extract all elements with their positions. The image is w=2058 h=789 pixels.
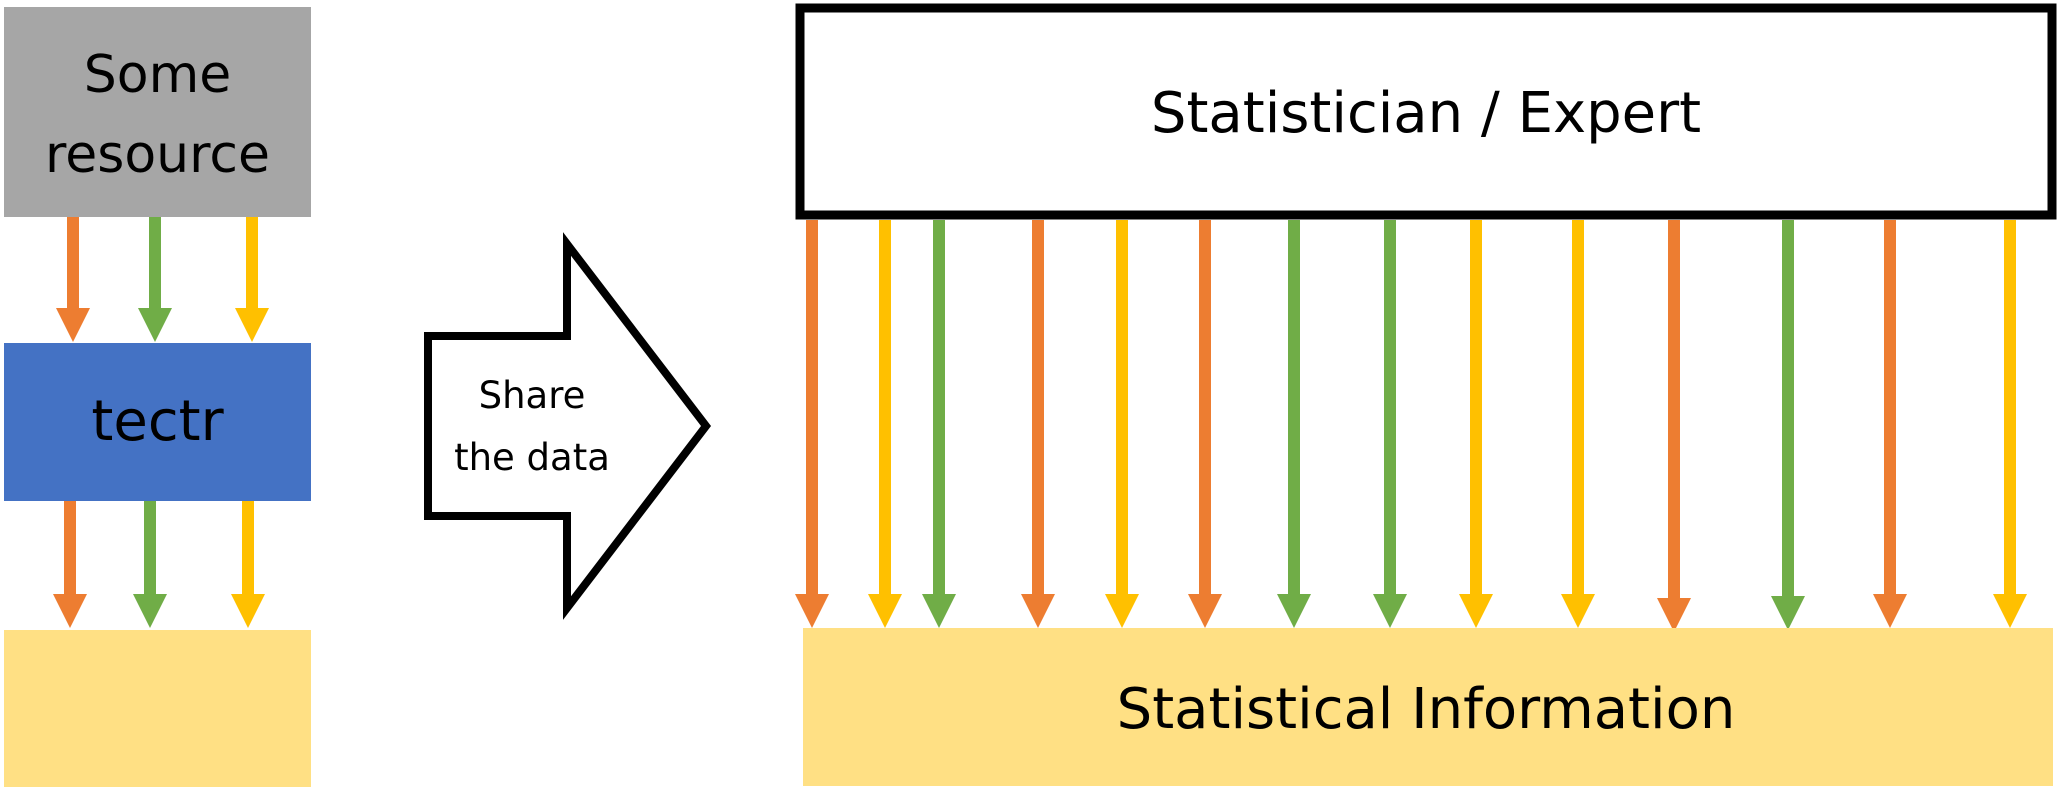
- expert-to-info-arrows: [795, 220, 2027, 632]
- expert-arrow-12: [1771, 220, 1805, 630]
- tectr-to-output-arrows: [53, 501, 265, 628]
- expert-arrow-14: [1993, 220, 2027, 628]
- resource-arrow-3: [235, 217, 269, 342]
- expert-arrow-9: [1459, 220, 1493, 628]
- expert-arrow-14-head: [1993, 594, 2027, 628]
- expert-arrow-1: [795, 220, 829, 628]
- statistical-info-label: Statistical Information: [1117, 677, 1736, 742]
- expert-arrow-2-head: [868, 594, 902, 628]
- resource-arrow-1-shaft: [67, 217, 79, 310]
- expert-arrow-4-shaft: [1032, 220, 1044, 596]
- expert-arrow-13: [1873, 220, 1907, 628]
- output-box: [4, 630, 311, 787]
- expert-box-label: Statistician / Expert: [1151, 81, 1701, 146]
- expert-arrow-11: [1657, 220, 1691, 632]
- expert-arrow-11-head: [1657, 598, 1691, 632]
- resource-box: [4, 7, 311, 217]
- expert-arrow-8-shaft: [1384, 220, 1396, 596]
- statistical-info-box: [803, 628, 2053, 786]
- expert-arrow-3-head: [922, 594, 956, 628]
- tectr-arrow-3: [231, 501, 265, 628]
- expert-arrow-12-shaft: [1782, 220, 1794, 598]
- right-pipeline: Statistician / Expert Statistical Inform…: [795, 3, 2057, 786]
- expert-arrow-6-shaft: [1199, 220, 1211, 596]
- expert-arrow-2: [868, 220, 902, 628]
- expert-arrow-9-head: [1459, 594, 1493, 628]
- tectr-arrow-2-head: [133, 594, 167, 628]
- expert-arrow-5-head: [1105, 594, 1139, 628]
- tectr-arrow-2-shaft: [144, 501, 156, 596]
- resource-arrow-1-head: [56, 308, 90, 342]
- resource-arrow-3-shaft: [246, 217, 258, 310]
- expert-arrow-2-shaft: [879, 220, 891, 596]
- tectr-arrow-1-head: [53, 594, 87, 628]
- expert-arrow-10-shaft: [1572, 220, 1584, 596]
- expert-box: [795, 3, 2057, 220]
- resource-arrow-2-shaft: [149, 217, 161, 310]
- expert-arrow-5-shaft: [1116, 220, 1128, 596]
- expert-arrow-14-shaft: [2004, 220, 2016, 596]
- resource-arrow-2: [138, 217, 172, 342]
- resource-box-label-line2: resource: [45, 125, 270, 185]
- expert-arrow-3: [922, 220, 956, 628]
- tectr-arrow-2: [133, 501, 167, 628]
- share-arrow: Share the data: [424, 232, 712, 620]
- share-arrow-label-line1: Share: [479, 374, 586, 417]
- expert-arrow-1-shaft: [806, 220, 818, 596]
- tectr-arrow-1: [53, 501, 87, 628]
- resource-arrow-3-head: [235, 308, 269, 342]
- expert-arrow-11-shaft: [1668, 220, 1680, 600]
- expert-arrow-1-head: [795, 594, 829, 628]
- expert-arrow-5: [1105, 220, 1139, 628]
- left-pipeline: Some resource tectr: [4, 7, 311, 787]
- resource-to-tectr-arrows: [56, 217, 269, 342]
- expert-arrow-7-shaft: [1288, 220, 1300, 596]
- expert-arrow-6: [1188, 220, 1222, 628]
- expert-arrow-10: [1561, 220, 1595, 628]
- expert-arrow-10-head: [1561, 594, 1595, 628]
- expert-arrow-13-head: [1873, 594, 1907, 628]
- tectr-box-label: tectr: [91, 389, 224, 454]
- resource-box-label-line1: Some: [84, 45, 231, 105]
- share-arrow-shape: [424, 232, 712, 620]
- tectr-box: [4, 343, 311, 501]
- expert-arrow-12-head: [1771, 596, 1805, 630]
- tectr-arrow-3-shaft: [242, 501, 254, 596]
- expert-arrow-7: [1277, 220, 1311, 628]
- tectr-arrow-3-head: [231, 594, 265, 628]
- share-arrow-label-line2: the data: [454, 436, 610, 479]
- expert-arrow-6-head: [1188, 594, 1222, 628]
- expert-arrow-13-shaft: [1884, 220, 1896, 596]
- expert-arrow-4-head: [1021, 594, 1055, 628]
- expert-arrow-7-head: [1277, 594, 1311, 628]
- expert-arrow-8-head: [1373, 594, 1407, 628]
- expert-arrow-9-shaft: [1470, 220, 1482, 596]
- expert-arrow-4: [1021, 220, 1055, 628]
- expert-arrow-3-shaft: [933, 220, 945, 596]
- tectr-arrow-1-shaft: [64, 501, 76, 596]
- expert-arrow-8: [1373, 220, 1407, 628]
- resource-arrow-1: [56, 217, 90, 342]
- resource-arrow-2-head: [138, 308, 172, 342]
